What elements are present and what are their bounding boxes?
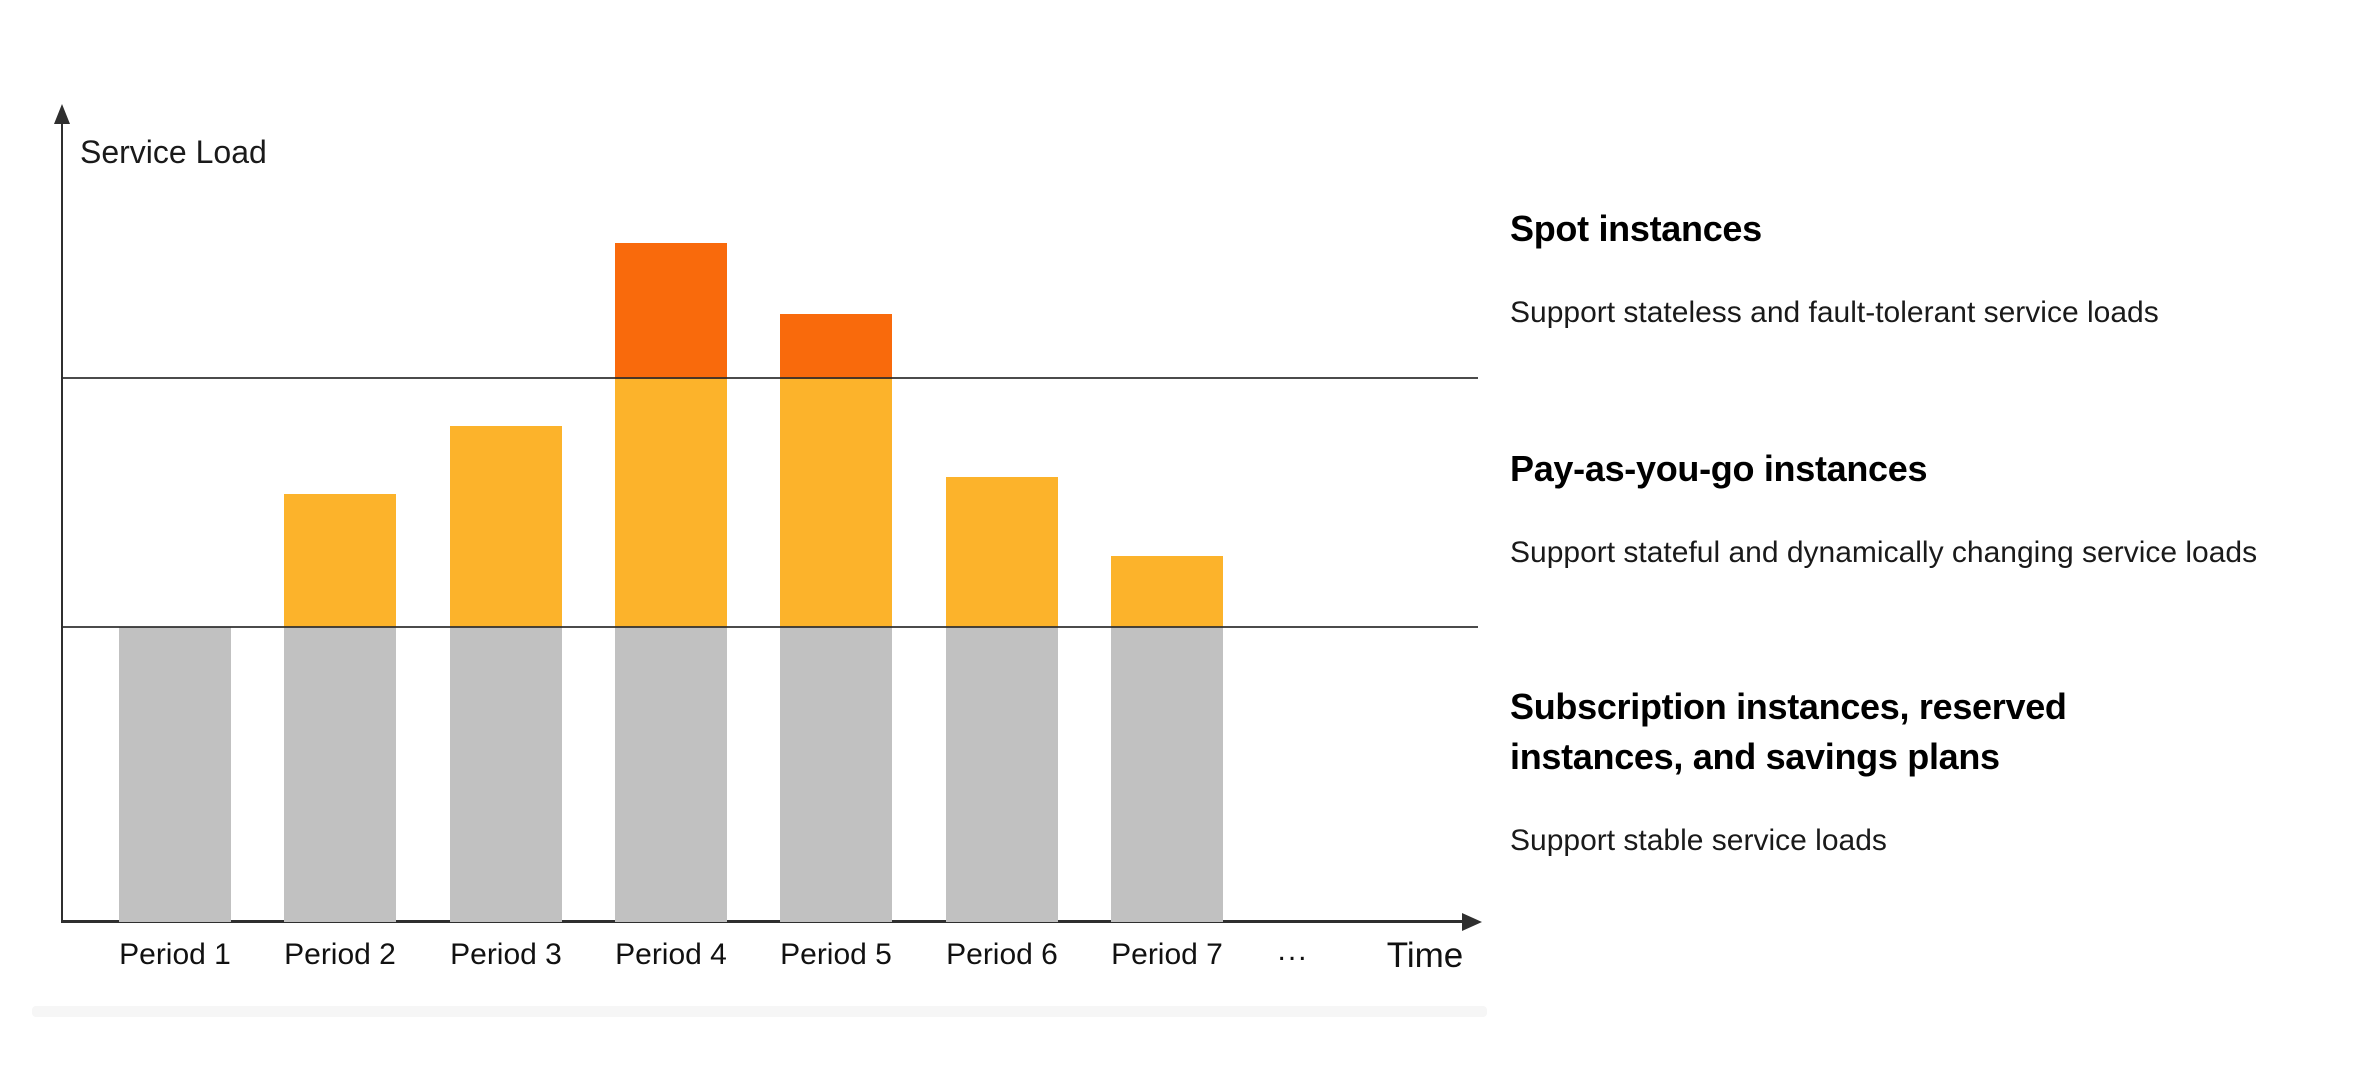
bar-period-3-segment-subscription bbox=[450, 627, 562, 922]
bar-period-4-segment-subscription bbox=[615, 627, 727, 922]
annotation-desc-pay-as-you-go-instances: Support stateful and dynamically changin… bbox=[1510, 536, 2258, 569]
bar-period-2-segment-subscription bbox=[284, 627, 396, 922]
x-tick-label-7: Period 7 bbox=[1111, 938, 1223, 971]
bar-period-6-segment-pay-as-you-go bbox=[946, 477, 1058, 627]
bar-period-4-segment-spot bbox=[615, 243, 727, 379]
bar-period-6-segment-subscription bbox=[946, 627, 1058, 922]
bar-period-2-segment-pay-as-you-go bbox=[284, 494, 396, 627]
pay-as-you-go-capacity-line bbox=[61, 377, 1478, 379]
bar-period-5-segment-subscription bbox=[780, 627, 892, 922]
bar-period-5-segment-pay-as-you-go bbox=[780, 379, 892, 627]
annotation-desc-spot-instances: Support stateless and fault-tolerant ser… bbox=[1510, 296, 2159, 329]
annotation-title-pay-as-you-go-instances: Pay-as-you-go instances bbox=[1510, 448, 1928, 489]
page-bottom-strip bbox=[32, 1006, 1487, 1017]
y-axis-line bbox=[61, 112, 63, 922]
x-tick-label-2: Period 2 bbox=[284, 938, 396, 971]
x-tick-label-4: Period 4 bbox=[615, 938, 727, 971]
bar-period-3-segment-pay-as-you-go bbox=[450, 426, 562, 627]
x-axis-title: Time bbox=[1386, 936, 1464, 975]
x-tick-label-6: Period 6 bbox=[946, 938, 1058, 971]
x-tick-label-5: Period 5 bbox=[780, 938, 892, 971]
y-axis-title: Service Load bbox=[80, 134, 267, 170]
x-axis-arrow-icon bbox=[1462, 913, 1482, 931]
y-axis-arrow-icon bbox=[54, 104, 70, 124]
bar-period-7-segment-subscription bbox=[1111, 627, 1223, 922]
annotation-title-subscription-instances: Subscription instances, reserved instanc… bbox=[1510, 686, 2067, 777]
x-tick-label-3: Period 3 bbox=[450, 938, 562, 971]
bar-period-4-segment-pay-as-you-go bbox=[615, 379, 727, 627]
bar-period-7-segment-pay-as-you-go bbox=[1111, 556, 1223, 627]
subscription-capacity-line bbox=[61, 626, 1478, 628]
bar-period-5-segment-spot bbox=[780, 314, 892, 379]
annotation-title-spot-instances: Spot instances bbox=[1510, 208, 1762, 249]
x-axis-line bbox=[61, 920, 1466, 923]
x-tick-label-1: Period 1 bbox=[119, 938, 231, 971]
bar-period-1-segment-subscription bbox=[119, 627, 231, 922]
annotation-desc-subscription-instances: Support stable service loads bbox=[1510, 824, 1887, 857]
x-axis-ellipsis-label: ... bbox=[1277, 934, 1309, 967]
